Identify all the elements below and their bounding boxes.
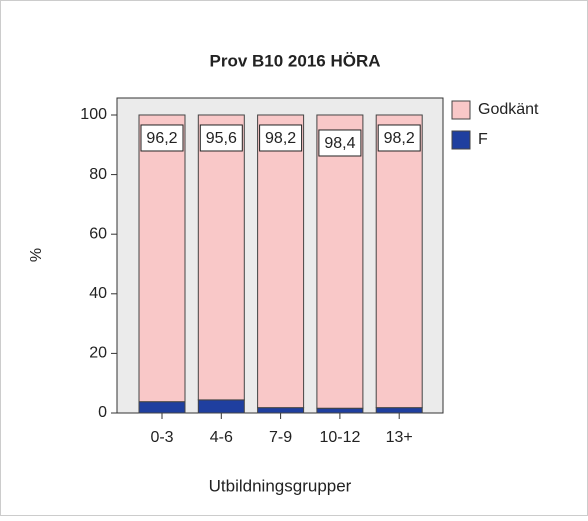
value-label: 96,2 bbox=[146, 130, 177, 147]
legend-label: Godkänt bbox=[478, 101, 539, 118]
bar-segment bbox=[197, 399, 245, 414]
value-label: 95,6 bbox=[206, 130, 237, 147]
value-label: 98,2 bbox=[384, 130, 415, 147]
bar-segment bbox=[138, 114, 186, 403]
bar-segment bbox=[316, 407, 364, 414]
legend-swatch bbox=[451, 130, 471, 150]
bar-segment bbox=[257, 407, 305, 414]
value-label: 98,2 bbox=[265, 130, 296, 147]
bar-segment bbox=[257, 114, 305, 409]
value-label-box bbox=[259, 124, 303, 152]
value-label-box bbox=[199, 124, 243, 152]
value-label: 98,4 bbox=[324, 135, 355, 152]
x-tick-label: 7-9 bbox=[269, 429, 292, 446]
y-tick-label: 80 bbox=[89, 166, 107, 183]
value-label-box bbox=[140, 124, 184, 152]
y-tick-label: 100 bbox=[80, 106, 107, 123]
x-tick-label: 13+ bbox=[386, 429, 413, 446]
value-label-box bbox=[377, 124, 421, 152]
y-tick-label: 60 bbox=[89, 225, 107, 242]
x-axis-label: Utbildningsgrupper bbox=[209, 476, 352, 495]
x-tick-label: 10-12 bbox=[319, 429, 360, 446]
chart-title: Prov B10 2016 HÖRA bbox=[209, 51, 380, 70]
legend-label: F bbox=[478, 131, 488, 148]
x-tick-label: 0-3 bbox=[150, 429, 173, 446]
legend-swatch bbox=[451, 100, 471, 120]
value-label-box bbox=[318, 129, 362, 157]
y-axis-label: % bbox=[28, 248, 45, 262]
y-tick-label: 0 bbox=[98, 404, 107, 421]
y-tick-label: 20 bbox=[89, 345, 107, 362]
bar-segment bbox=[375, 114, 423, 409]
bar-segment bbox=[316, 114, 364, 409]
bar-segment bbox=[375, 407, 423, 414]
bar-segment bbox=[197, 114, 245, 401]
bar-segment bbox=[138, 401, 186, 414]
y-tick-label: 40 bbox=[89, 285, 107, 302]
x-tick-label: 4-6 bbox=[210, 429, 233, 446]
